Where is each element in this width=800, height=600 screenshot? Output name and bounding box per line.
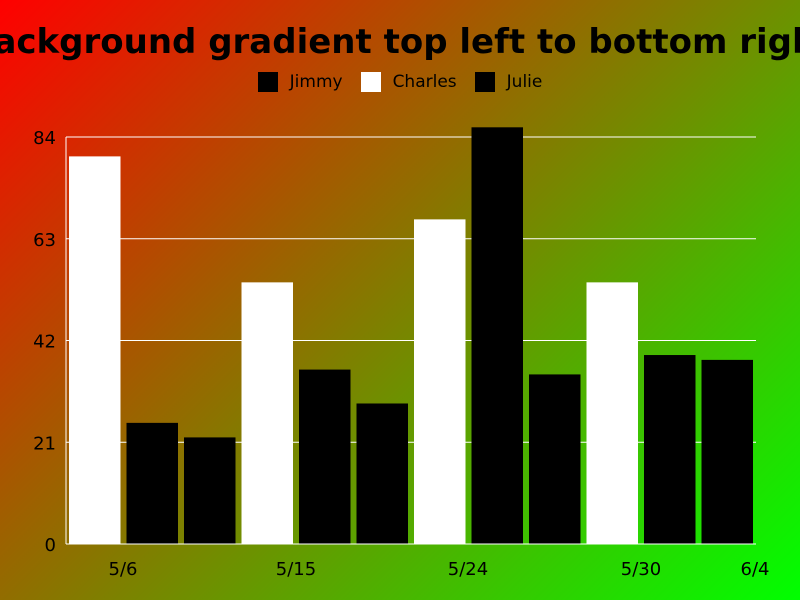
legend-label-jimmy: Jimmy xyxy=(289,72,343,92)
legend-item-julie: Julie xyxy=(474,72,543,92)
y-tick-label: 42 xyxy=(33,332,56,353)
bar xyxy=(471,127,523,545)
legend-item-jimmy: Jimmy xyxy=(257,72,343,92)
legend-swatch-julie xyxy=(474,72,495,92)
x-tick-label: 5/6 xyxy=(109,559,138,580)
bar xyxy=(414,219,466,544)
legend-label-charles: Charles xyxy=(392,72,457,92)
y-tick-label: 84 xyxy=(33,128,56,149)
bar xyxy=(126,422,178,544)
legend-item-charles: Charles xyxy=(360,72,457,92)
bar xyxy=(644,355,696,544)
bar xyxy=(586,282,638,544)
y-tick-label: 0 xyxy=(45,535,56,556)
x-tick-label: 5/24 xyxy=(448,559,488,580)
legend-swatch-jimmy xyxy=(257,72,278,92)
bar xyxy=(69,156,121,544)
bar xyxy=(701,359,753,544)
y-tick-label: 21 xyxy=(33,433,56,454)
bar xyxy=(299,369,351,544)
bar xyxy=(356,403,408,544)
x-tick-label: 5/15 xyxy=(276,559,316,580)
bar xyxy=(529,374,581,544)
legend-label-julie: Julie xyxy=(506,72,543,92)
bar xyxy=(184,437,236,544)
bar xyxy=(241,282,293,544)
legend-swatch-charles xyxy=(360,72,381,92)
y-tick-label: 63 xyxy=(33,230,56,251)
x-tick-label: 5/30 xyxy=(621,559,661,580)
legend: Jimmy Charles Julie xyxy=(0,72,800,92)
chart-title: Background gradient top left to bottom r… xyxy=(0,22,800,62)
x-tick-label: 6/4 xyxy=(741,559,770,580)
